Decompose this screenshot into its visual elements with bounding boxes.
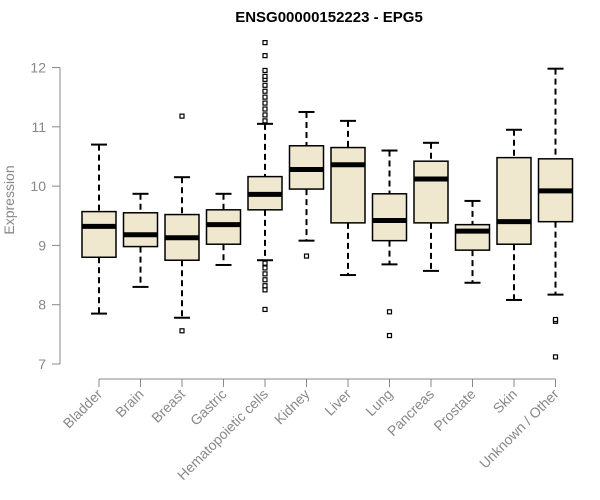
box-group: [496, 128, 532, 301]
box: [454, 223, 491, 251]
x-tick-label: Skin: [490, 386, 521, 417]
box: [122, 212, 159, 248]
x-tick-label: Brain: [112, 386, 146, 420]
outlier-point: [262, 100, 268, 106]
outlier-point: [303, 253, 310, 259]
x-tick-label: Kidney: [271, 386, 313, 428]
box-group: [122, 192, 159, 288]
outlier-point: [262, 283, 268, 289]
y-axis-label: Expression: [1, 165, 17, 234]
outlier-point: [262, 112, 268, 118]
x-tick-label: Liver: [321, 386, 354, 419]
outlier-point: [262, 260, 268, 266]
x-tick-label: Prostate: [430, 386, 478, 434]
outlier-point: [262, 82, 268, 88]
box-series: [81, 39, 574, 360]
x-tick-label: Unknown / Other: [476, 386, 562, 472]
box-group: [81, 143, 117, 315]
outlier-point: [386, 309, 393, 315]
outlier-point: [179, 328, 185, 334]
y-tick-label: 9: [38, 237, 46, 253]
outlier-point: [262, 271, 268, 277]
box-group: [454, 199, 491, 284]
box-group: [288, 110, 325, 259]
y-tick-label: 7: [38, 356, 46, 372]
box: [413, 160, 449, 224]
x-tick-label: Breast: [148, 386, 188, 426]
outlier-point: [262, 73, 268, 79]
box-group: [413, 141, 449, 272]
outlier-point: [262, 277, 268, 283]
outlier-point: [262, 94, 268, 100]
box-group: [537, 67, 574, 360]
box-group: [247, 39, 283, 313]
y-tick-label: 8: [38, 297, 46, 313]
box: [330, 146, 366, 224]
outlier-point: [179, 113, 185, 119]
outlier-point: [262, 53, 268, 59]
outlier-point: [552, 316, 559, 323]
y-tick-label: 11: [31, 119, 46, 135]
outlier-point: [262, 306, 268, 313]
outlier-point: [552, 354, 559, 360]
y-axis: 7 8 9 10 11 12: [30, 60, 61, 372]
outlier-point: [262, 88, 268, 94]
y-tick-label: 10: [30, 178, 46, 194]
outlier-point: [262, 287, 268, 293]
x-tick-label: Lung: [362, 386, 395, 419]
x-tick-label: Bladder: [60, 386, 106, 432]
chart-title: ENSG00000152223 - EPG5: [235, 9, 423, 26]
outlier-point: [262, 67, 268, 74]
outlier-point: [262, 265, 268, 271]
box-group: [164, 113, 200, 334]
box-group: [330, 119, 366, 277]
y-tick-label: 12: [30, 60, 46, 76]
box: [81, 210, 117, 259]
box-group: [371, 149, 408, 339]
box: [496, 156, 532, 245]
outlier-point: [262, 106, 268, 112]
outlier-point: [262, 39, 268, 46]
box: [371, 193, 408, 242]
outlier-point: [262, 118, 268, 124]
box-group: [205, 192, 242, 266]
outlier-point: [386, 332, 393, 339]
